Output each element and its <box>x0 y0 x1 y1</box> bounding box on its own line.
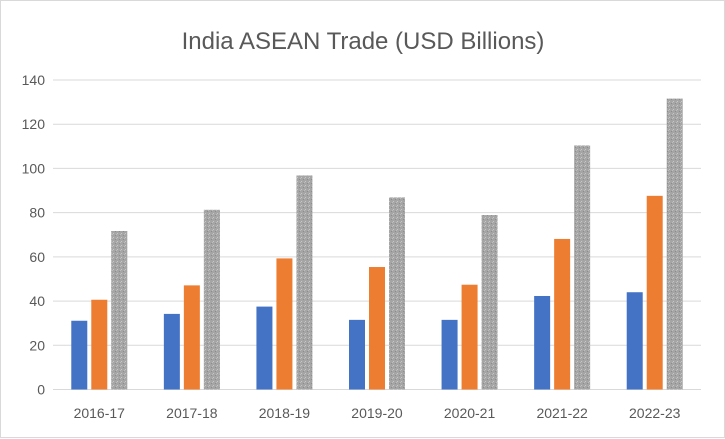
bar-series3-2021-22 <box>574 145 591 390</box>
bar-series3-2022-23 <box>666 98 683 390</box>
bar-series1-2022-23 <box>626 292 643 390</box>
x-tick-label: 2021-22 <box>536 405 588 421</box>
x-tick-label: 2017-18 <box>166 405 218 421</box>
x-tick-label: 2019-20 <box>351 405 403 421</box>
bar-series2-2019-20 <box>369 267 385 390</box>
bar-series3-2020-21 <box>481 215 498 390</box>
bar-series3-2017-18 <box>203 209 220 390</box>
x-tick-label: 2020-21 <box>444 405 496 421</box>
y-tick-label: 120 <box>22 116 46 132</box>
y-tick-label: 40 <box>29 293 45 309</box>
bar-series3-2016-17 <box>111 230 128 390</box>
bar-series2-2016-17 <box>91 299 108 390</box>
bar-series2-2021-22 <box>554 238 571 390</box>
y-tick-label: 20 <box>29 337 45 353</box>
x-tick-label: 2022-23 <box>629 405 681 421</box>
bar-series1-2021-22 <box>534 295 551 390</box>
bar-series3-2019-20 <box>389 197 405 390</box>
bar-series2-2018-19 <box>276 258 293 390</box>
bar-series2-2022-23 <box>646 195 663 390</box>
bar-series1-2019-20 <box>349 319 365 390</box>
y-tick-label: 100 <box>22 160 46 176</box>
bar-series1-2018-19 <box>256 306 273 390</box>
x-tick-label: 2016-17 <box>74 405 126 421</box>
bar-series1-2016-17 <box>71 320 88 390</box>
bar-series2-2020-21 <box>461 284 478 390</box>
bar-series1-2017-18 <box>163 313 180 390</box>
bar-series3-2018-19 <box>296 175 313 390</box>
x-tick-label: 2018-19 <box>259 405 311 421</box>
bar-series1-2020-21 <box>441 319 458 390</box>
y-tick-label: 140 <box>22 72 46 88</box>
bar-series2-2017-18 <box>183 285 200 390</box>
y-tick-label: 80 <box>29 205 45 221</box>
y-tick-label: 0 <box>37 382 45 398</box>
y-tick-label: 60 <box>29 249 45 265</box>
chart-title: India ASEAN Trade (USD Billions) <box>182 28 545 55</box>
